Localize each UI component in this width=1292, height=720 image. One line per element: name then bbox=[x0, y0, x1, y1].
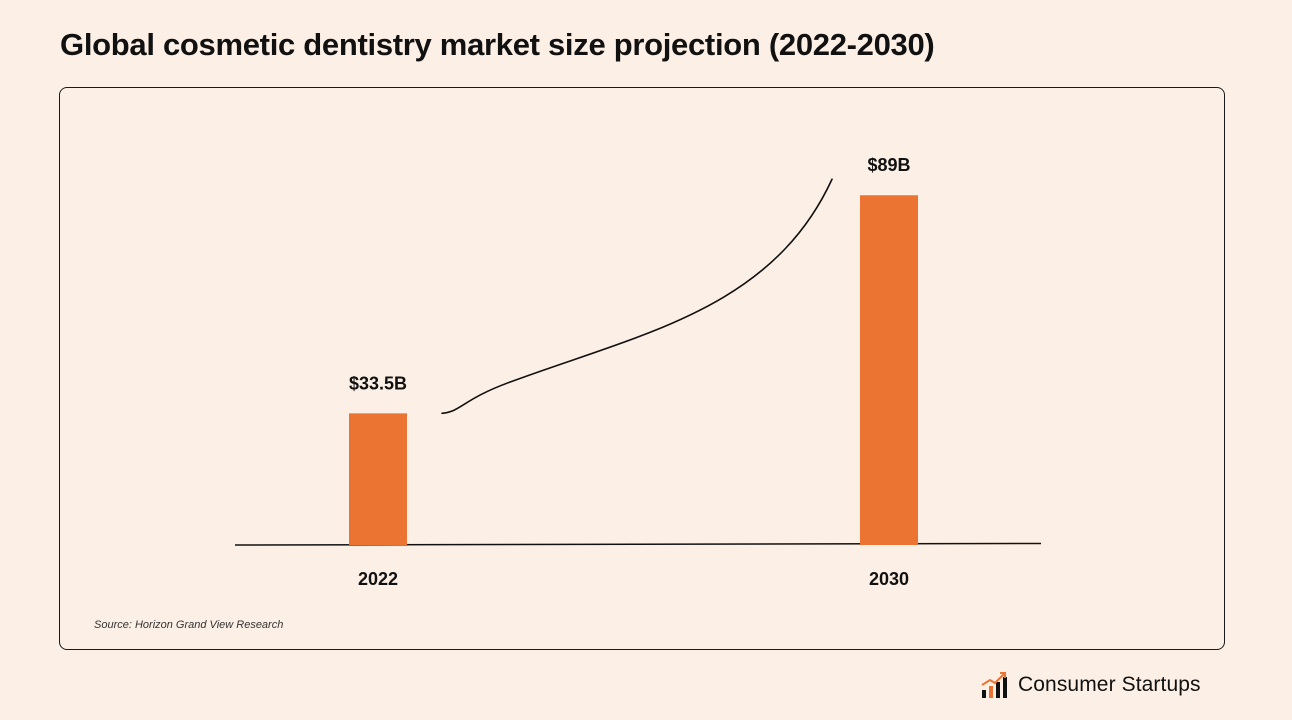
source-note: Source: Horizon Grand View Research bbox=[94, 619, 284, 631]
data-label-2030: $89B bbox=[867, 155, 910, 175]
brand-name: Consumer Startups bbox=[1018, 673, 1201, 696]
brand-logo: Consumer Startups bbox=[980, 670, 1201, 700]
x-tick-label-2030: 2030 bbox=[869, 569, 909, 589]
bar-2030 bbox=[860, 195, 918, 545]
data-label-2022: $33.5B bbox=[349, 373, 407, 393]
x-tick-label-2022: 2022 bbox=[358, 569, 398, 589]
chart-title: Global cosmetic dentistry market size pr… bbox=[60, 27, 935, 62]
growth-curve bbox=[441, 178, 833, 415]
bar-chart-growth-icon bbox=[981, 672, 1007, 698]
chart-panel: $33.5B 2022 $89B 2030 Source: Horizon Grand… bbox=[59, 87, 1225, 650]
bar-2022 bbox=[349, 413, 407, 545]
bar-chart: $33.5B 2022 $89B 2030 bbox=[234, 155, 1042, 589]
